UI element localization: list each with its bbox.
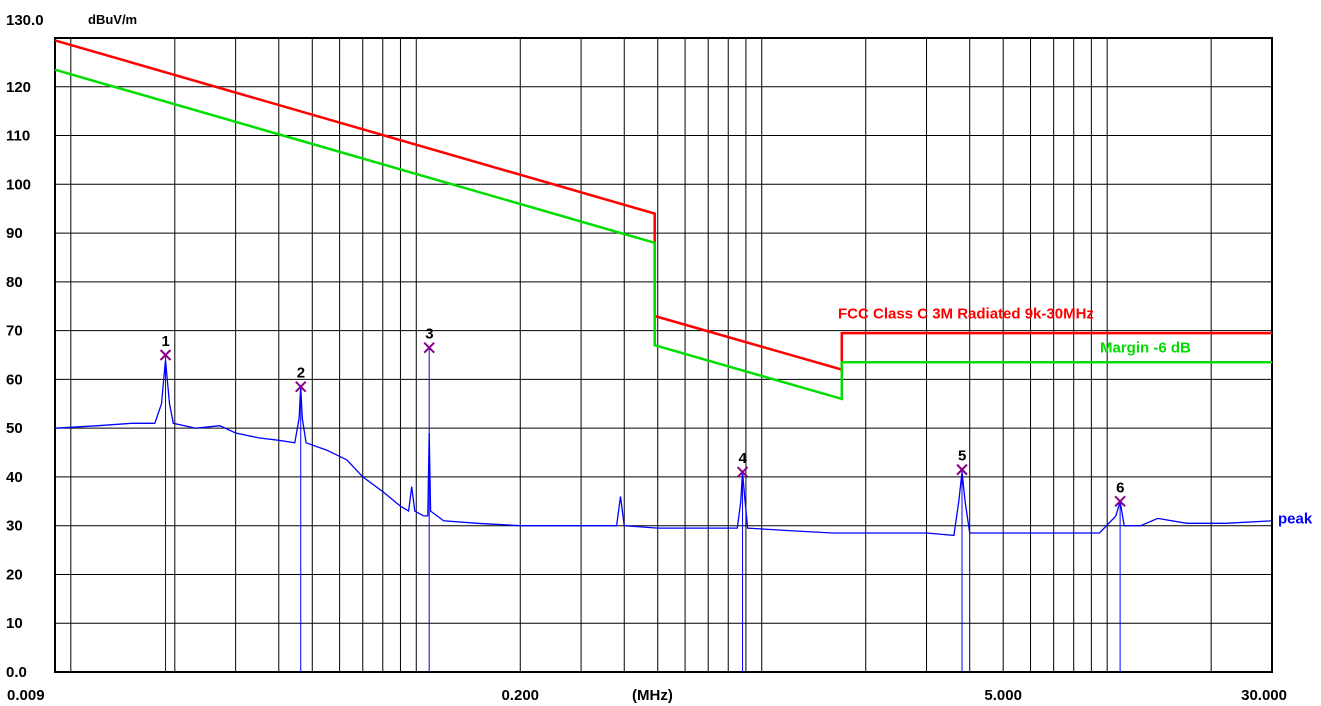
grid bbox=[54, 37, 1272, 673]
y-tick-label: 20 bbox=[6, 566, 23, 583]
series-label: peak bbox=[1278, 510, 1313, 527]
series-line-fcc-class-c-3m-radiated-9k-30mhz bbox=[54, 39, 1272, 372]
series-label: Margin -6 dB bbox=[1100, 340, 1191, 357]
marker-label: 4 bbox=[739, 450, 748, 467]
series-line-margin-6-db bbox=[54, 68, 1272, 401]
marker-label: 6 bbox=[1116, 479, 1124, 496]
x-tick-labels: 0.009 0.200 5.000 30.000 bbox=[7, 687, 1287, 704]
x-tick-label: 5.000 bbox=[984, 687, 1022, 704]
y-tick-label: 10 bbox=[6, 615, 23, 632]
series-labels: FCC Class C 3M Radiated 9k-30MHz Margin -… bbox=[838, 305, 1313, 527]
x-tick-label: 0.009 bbox=[7, 687, 45, 704]
y-tick-label: 80 bbox=[6, 274, 23, 291]
y-tick-labels: 0.0 10 20 30 40 50 60 70 80 90 100 110 120 130.0 bbox=[6, 12, 44, 681]
y-tick-label: 100 bbox=[6, 176, 31, 193]
marker-x bbox=[295, 380, 307, 393]
marker-label: 1 bbox=[162, 333, 170, 350]
y-tick-label: 70 bbox=[6, 323, 23, 340]
y-tick-label: 30 bbox=[6, 518, 23, 535]
marker-label: 3 bbox=[425, 326, 433, 343]
y-tick-label: 130.0 bbox=[6, 12, 44, 29]
marker-x bbox=[736, 466, 749, 478]
series-lines bbox=[54, 39, 1273, 537]
marker-x bbox=[159, 349, 172, 361]
plot-frame bbox=[54, 37, 1273, 673]
markers: 1 2 3 4 5 6 bbox=[159, 326, 1126, 672]
series-label: FCC Class C 3M Radiated 9k-30MHz bbox=[838, 305, 1094, 322]
y-axis-label: dBuV/m bbox=[88, 12, 137, 27]
y-tick-label: 110 bbox=[6, 128, 30, 145]
y-tick-label: 50 bbox=[6, 420, 23, 437]
y-tick-label: 90 bbox=[6, 225, 23, 242]
x-tick-label: 30.000 bbox=[1241, 687, 1287, 704]
series-line-peak bbox=[54, 359, 1273, 537]
y-tick-label: 60 bbox=[6, 371, 23, 388]
y-tick-label: 0.0 bbox=[6, 664, 27, 681]
y-tick-label: 120 bbox=[6, 79, 31, 96]
marker-label: 5 bbox=[958, 448, 966, 465]
marker-label: 2 bbox=[297, 365, 305, 382]
marker-x bbox=[956, 463, 968, 476]
marker-x bbox=[1114, 495, 1126, 508]
x-axis-label: (MHz) bbox=[632, 687, 673, 704]
marker-x bbox=[423, 341, 435, 354]
y-tick-label: 40 bbox=[6, 469, 23, 486]
x-tick-label: 0.200 bbox=[501, 687, 539, 704]
